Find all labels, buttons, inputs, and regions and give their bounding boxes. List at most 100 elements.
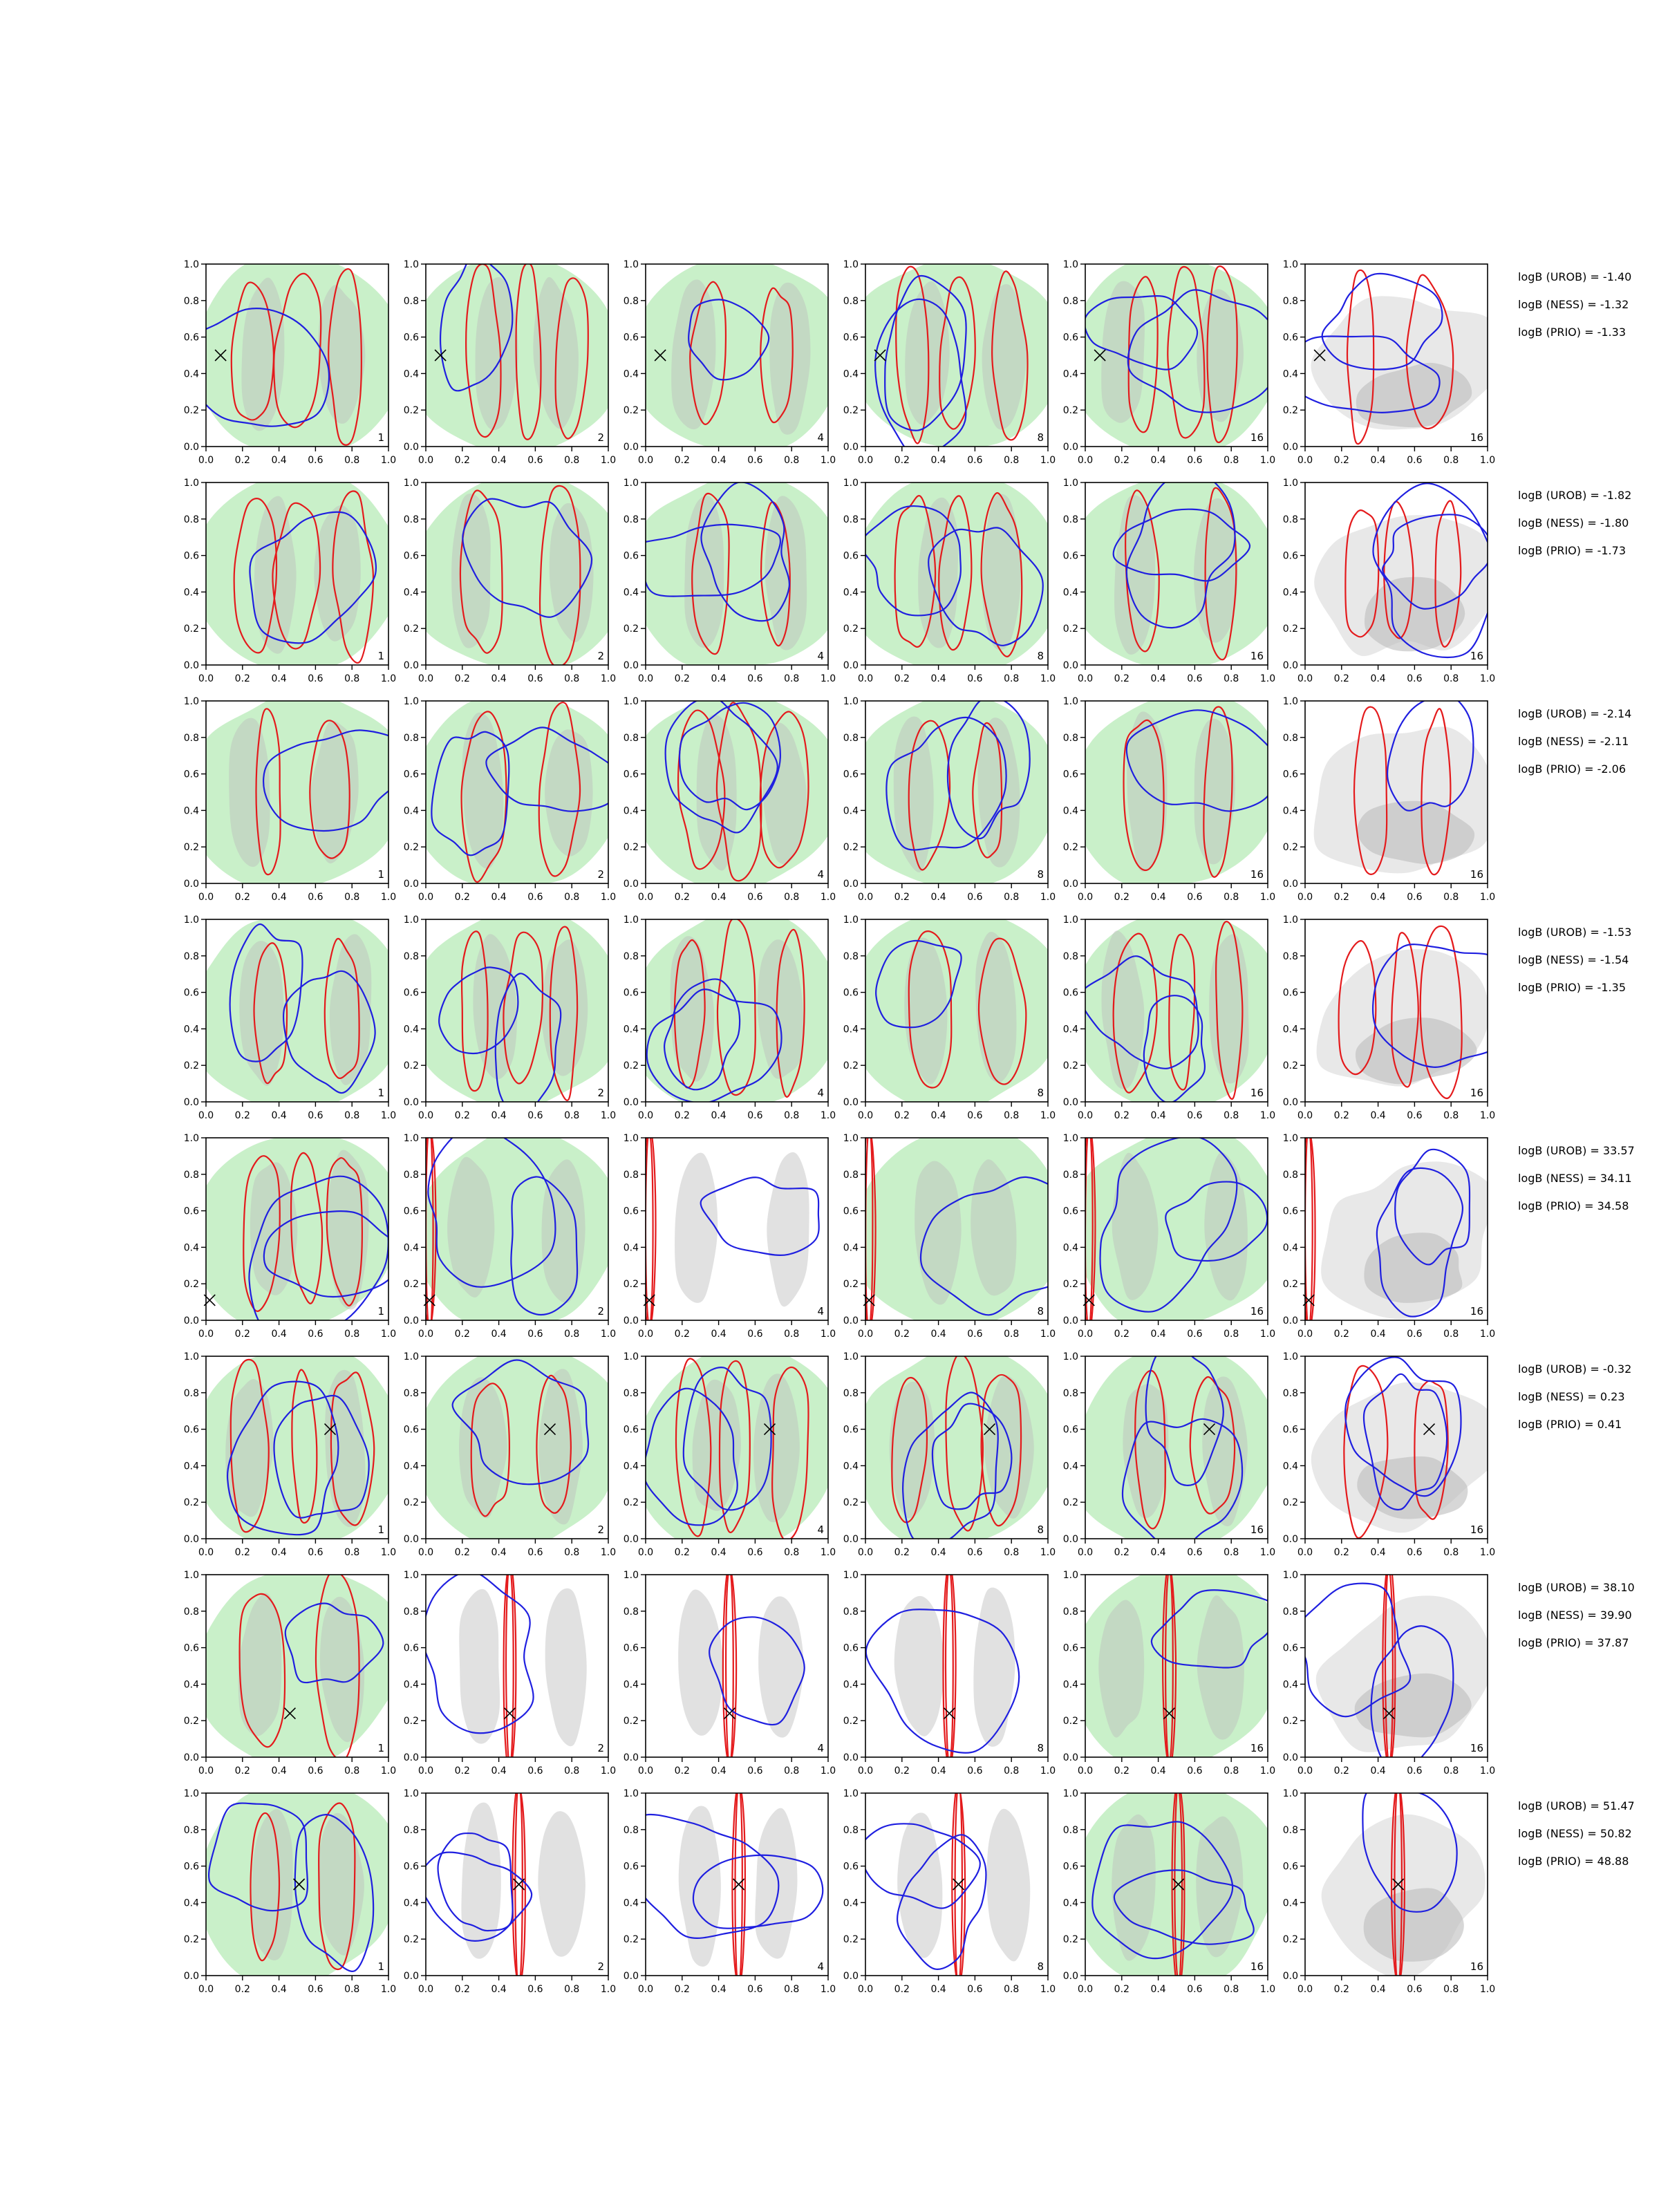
panel-r5-c4: 0.0 0.2 0.4 0.6 0.8 1.0 0.0 0.2 0.4 0.6 0.8 1.0 8 (843, 1133, 1056, 1340)
x-tick-label: 0.8 (564, 455, 579, 466)
red-contour (315, 1575, 360, 1757)
y-tick-label: 0.0 (624, 1315, 639, 1327)
y-tick-label: 0.6 (624, 1425, 639, 1436)
y-tick-label: 0.4 (1283, 587, 1298, 598)
y-tick-label: 0.8 (1283, 296, 1298, 307)
y-tick-label: 1.0 (843, 1788, 859, 1799)
red-contour (734, 1793, 743, 1976)
red-contour (1394, 1793, 1403, 1976)
panel-r1-c3: 0.0 0.2 0.4 0.6 0.8 1.0 0.0 0.2 0.4 0.6 0.8 1.0 4 (624, 259, 836, 466)
red-contour (326, 1156, 364, 1307)
x-tick-label: 0.2 (235, 892, 250, 903)
y-tick-label: 0.6 (1283, 1206, 1298, 1217)
x-tick-label: 0.4 (711, 455, 726, 466)
x-tick-label: 1.0 (1480, 1547, 1495, 1558)
true-value-marker (733, 1878, 745, 1891)
density-core (241, 277, 285, 431)
x-tick-label: 0.6 (527, 673, 543, 684)
y-tick-label: 1.0 (404, 696, 419, 707)
panel-label: 4 (817, 1305, 824, 1318)
true-value-marker (953, 1878, 965, 1891)
logB-annotation: logB (UROB) = -1.53 (1518, 926, 1631, 939)
y-tick-label: 0.4 (1063, 1024, 1078, 1035)
x-tick-label: 0.2 (894, 1765, 910, 1777)
red-contour (253, 942, 288, 1085)
y-tick-label: 0.6 (624, 551, 639, 562)
x-tick-label: 0.6 (747, 673, 762, 684)
y-tick-label: 0.2 (843, 405, 859, 416)
panel-label: 2 (597, 1742, 604, 1754)
y-tick-label: 0.4 (624, 1242, 639, 1253)
red-contour (324, 937, 360, 1080)
y-tick-label: 0.4 (184, 587, 199, 598)
y-tick-label: 0.0 (404, 879, 419, 890)
blue-contour (1150, 1589, 1268, 1669)
blue-contour (919, 1176, 1048, 1316)
y-tick-label: 0.2 (1063, 842, 1078, 853)
x-tick-label: 0.4 (271, 1765, 286, 1777)
true-value-marker (434, 349, 447, 362)
red-contour (951, 1793, 966, 1976)
density-fill (206, 264, 388, 447)
red-contour (255, 708, 281, 876)
red-contour (1434, 500, 1462, 648)
panel-r5-c3: 0.0 0.2 0.4 0.6 0.8 1.0 0.0 0.2 0.4 0.6 0.8 1.0 4 (624, 1133, 836, 1340)
blue-contour (1305, 335, 1441, 413)
blue-contour (437, 1832, 514, 1932)
red-contour (1085, 1138, 1096, 1320)
panel-frame (865, 482, 1049, 666)
x-tick-label: 1.0 (601, 1329, 616, 1340)
red-contour (459, 489, 503, 654)
x-tick-label: 0.8 (784, 892, 799, 903)
panel-label: 2 (597, 1305, 604, 1318)
y-tick-label: 0.2 (1063, 624, 1078, 635)
panel-frame (205, 919, 389, 1103)
y-tick-label: 0.8 (1283, 1825, 1298, 1836)
x-tick-label: 0.0 (418, 1547, 433, 1558)
logB-annotation: logB (NESS) = 0.23 (1518, 1390, 1625, 1403)
density-fill (426, 1138, 608, 1320)
y-tick-label: 0.8 (1283, 951, 1298, 962)
y-tick-label: 0.2 (184, 624, 199, 635)
x-tick-label: 0.8 (344, 1110, 359, 1121)
x-tick-label: 0.4 (491, 1110, 506, 1121)
panel-label: 1 (377, 868, 384, 881)
x-tick-label: 0.4 (271, 455, 286, 466)
x-tick-label: 0.0 (1078, 1547, 1093, 1558)
x-tick-label: 0.6 (527, 1984, 543, 1995)
y-tick-label: 0.2 (843, 1279, 859, 1290)
x-tick-label: 1.0 (821, 1110, 836, 1121)
density-core (326, 1150, 369, 1310)
density-core (251, 1809, 293, 1960)
x-tick-label: 1.0 (821, 1984, 836, 1995)
y-tick-label: 0.0 (1283, 879, 1298, 890)
y-tick-label: 0.8 (404, 1606, 419, 1618)
y-tick-label: 1.0 (1063, 1570, 1078, 1581)
panel-r3-c6: 0.0 0.2 0.4 0.6 0.8 1.0 0.0 0.2 0.4 0.6 0.8 1.0 16 (1283, 696, 1495, 903)
blue-contour (248, 1175, 388, 1320)
x-tick-label: 0.6 (967, 673, 982, 684)
x-tick-label: 0.8 (1004, 673, 1019, 684)
y-tick-label: 0.0 (184, 1752, 199, 1763)
y-tick-label: 0.0 (843, 442, 859, 453)
panel-frame (205, 1792, 389, 1976)
panel-frame (865, 263, 1049, 447)
y-tick-label: 0.8 (1063, 951, 1078, 962)
x-tick-label: 0.6 (747, 455, 762, 466)
y-tick-label: 1.0 (1063, 478, 1078, 489)
x-tick-label: 0.0 (638, 1329, 653, 1340)
x-tick-label: 0.2 (455, 1984, 470, 1995)
density-fill (865, 701, 1048, 883)
red-contour (549, 926, 579, 1101)
y-tick-label: 0.4 (624, 1679, 639, 1690)
blue-contour (875, 939, 962, 1029)
panel-frame (425, 919, 609, 1103)
x-tick-label: 0.4 (1150, 673, 1165, 684)
y-tick-label: 0.6 (184, 1206, 199, 1217)
y-tick-label: 0.2 (1063, 405, 1078, 416)
x-tick-label: 0.2 (235, 1547, 250, 1558)
density-fill (646, 264, 828, 447)
y-tick-label: 0.8 (184, 951, 199, 962)
blue-contour (229, 924, 303, 1062)
panel-r4-c1: 0.0 0.2 0.4 0.6 0.8 1.0 0.0 0.2 0.4 0.6 0.8 1.0 1 (184, 915, 396, 1121)
